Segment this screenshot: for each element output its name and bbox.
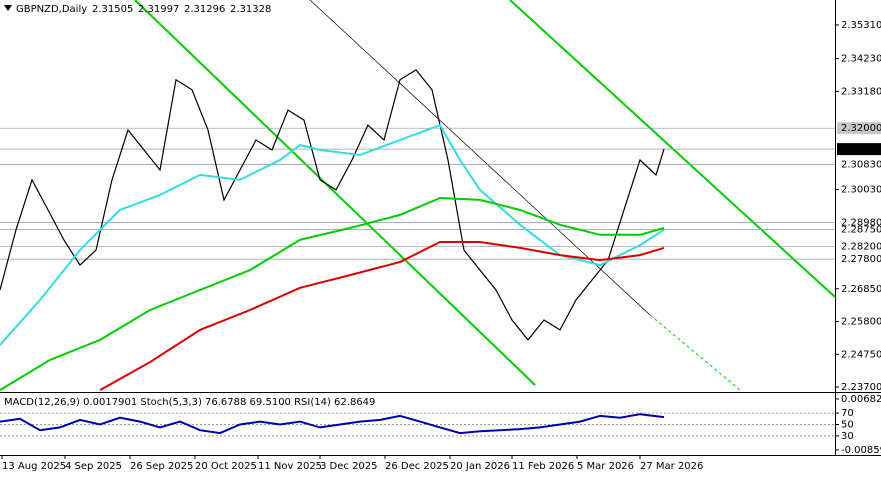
y-tick-label: 70 bbox=[841, 408, 854, 419]
y-tick-label: 2.26850 bbox=[841, 284, 881, 295]
level-label: 2.28980 bbox=[841, 217, 881, 228]
level-label: 2.28750 bbox=[841, 225, 881, 236]
x-tick-label: 13 Aug 2025 bbox=[2, 461, 66, 472]
ohlc-value: 2.31296 bbox=[184, 4, 225, 15]
x-tick-label: 26 Dec 2025 bbox=[385, 461, 449, 472]
trend-line bbox=[134, 0, 536, 386]
y-tick-label: 2.25800 bbox=[841, 317, 881, 328]
symbol: GBPNZD,Daily bbox=[16, 4, 87, 15]
y-tick-label: 2.23700 bbox=[841, 382, 881, 393]
y-tick-label: 2.33180 bbox=[841, 86, 881, 97]
ohlc-value: 2.31997 bbox=[138, 4, 179, 15]
ohlc-value: 2.31328 bbox=[230, 4, 271, 15]
current-price-label: 2.31328 bbox=[841, 144, 881, 155]
series-line bbox=[0, 123, 665, 346]
y2-tick-label: 0.006821 bbox=[841, 394, 881, 405]
series-line bbox=[99, 241, 665, 391]
level-label-box bbox=[837, 122, 881, 135]
x-tick-label: 27 Mar 2026 bbox=[640, 461, 703, 472]
x-tick-label: 4 Sep 2025 bbox=[65, 461, 122, 472]
x-tick-label: 20 Oct 2025 bbox=[195, 461, 257, 472]
ohlc-value: 2.31505 bbox=[92, 4, 133, 15]
x-tick-label: 3 Dec 2025 bbox=[320, 461, 378, 472]
indicator-title: MACD(12,26,9) 0.0017901 Stoch(5,3,3) 76.… bbox=[4, 397, 375, 408]
y-tick-label: 2.30030 bbox=[841, 185, 881, 196]
level-label: 2.27800 bbox=[841, 254, 881, 265]
level-label: 2.28200 bbox=[841, 242, 881, 253]
current-price-box bbox=[837, 143, 881, 156]
y2-tick-label: -0.008593 bbox=[841, 445, 881, 456]
series-line bbox=[0, 413, 665, 435]
trend-line bbox=[649, 314, 741, 391]
x-tick-label: 11 Feb 2026 bbox=[512, 461, 574, 472]
y-tick-label: 2.35310 bbox=[841, 20, 881, 31]
x-tick-label: 11 Nov 2025 bbox=[258, 461, 322, 472]
level-label: 2.30830 bbox=[841, 160, 881, 171]
menu-icon[interactable] bbox=[4, 5, 12, 11]
y-tick-label: 2.24750 bbox=[841, 349, 881, 360]
y-tick-label: 30 bbox=[841, 431, 854, 442]
y-tick-label: 50 bbox=[841, 420, 854, 431]
series-line bbox=[0, 69, 665, 341]
x-tick-label: 26 Sep 2025 bbox=[130, 461, 193, 472]
x-tick-label: 20 Jan 2026 bbox=[450, 461, 510, 472]
x-tick-label: 5 Mar 2026 bbox=[577, 461, 634, 472]
trend-line bbox=[509, 0, 836, 298]
level-label: 2.32000 bbox=[841, 123, 881, 134]
y-tick-label: 2.34230 bbox=[841, 54, 881, 65]
series-line bbox=[0, 196, 665, 391]
